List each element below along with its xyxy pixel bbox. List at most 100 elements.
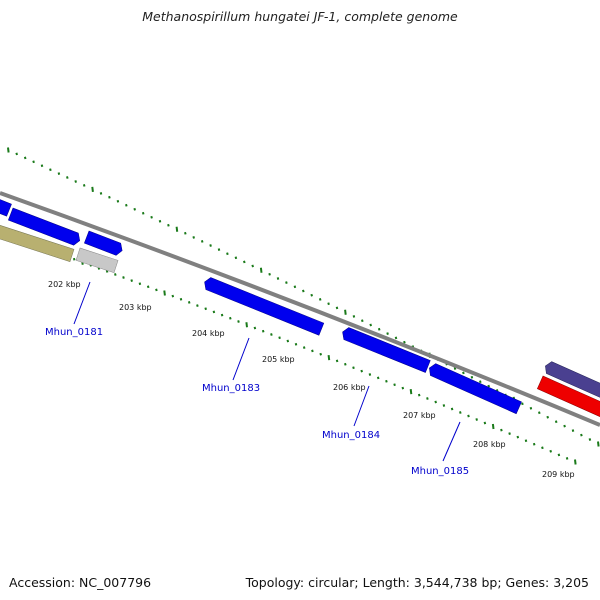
minor-tick xyxy=(541,446,544,450)
minor-tick xyxy=(369,323,372,327)
minor-tick xyxy=(49,168,52,172)
minor-tick xyxy=(403,340,406,344)
gene-label-mhun-0184[interactable]: Mhun_0184 xyxy=(322,430,380,441)
tick-label: 206 kbp xyxy=(333,383,366,392)
minor-tick xyxy=(234,256,238,260)
minor-tick xyxy=(516,435,520,439)
minor-tick xyxy=(532,442,536,446)
minor-tick xyxy=(130,279,133,282)
minor-tick xyxy=(99,192,103,195)
minor-tick xyxy=(335,359,339,363)
gene-mhun-0183[interactable] xyxy=(202,276,325,336)
major-tick xyxy=(91,186,94,193)
gene-feature[interactable] xyxy=(8,207,82,247)
major-tick xyxy=(259,267,263,273)
gene-leader-line xyxy=(232,337,250,381)
major-tick xyxy=(163,290,166,296)
minor-tick xyxy=(251,264,254,268)
minor-tick xyxy=(546,415,549,419)
minor-tick xyxy=(74,180,77,183)
tick-label: 204 kbp xyxy=(192,329,225,338)
minor-tick xyxy=(40,164,44,168)
minor-tick xyxy=(138,282,142,286)
minor-tick xyxy=(453,367,457,370)
gene-label-mhun-0185[interactable]: Mhun_0185 xyxy=(411,466,469,477)
minor-tick xyxy=(524,439,528,443)
minor-tick xyxy=(133,207,136,211)
minor-tick xyxy=(417,393,421,397)
minor-tick xyxy=(125,203,128,207)
tick-label: 209 kbp xyxy=(542,470,575,479)
gene-label-mhun-0183[interactable]: Mhun_0183 xyxy=(202,383,260,394)
minor-tick xyxy=(529,406,533,410)
minor-tick xyxy=(571,429,575,432)
minor-tick xyxy=(401,386,405,390)
gene-mhun-0184[interactable] xyxy=(340,326,431,373)
minor-tick xyxy=(368,373,372,376)
minor-tick xyxy=(580,433,583,437)
minor-tick xyxy=(434,400,437,404)
minor-tick xyxy=(318,298,322,301)
minor-tick xyxy=(557,453,561,457)
minor-tick xyxy=(393,383,396,387)
gene-mhun-0185[interactable] xyxy=(427,362,522,415)
minor-tick xyxy=(377,327,381,331)
minor-tick xyxy=(253,326,257,330)
minor-tick xyxy=(487,384,490,388)
minor-tick xyxy=(66,176,69,179)
minor-tick xyxy=(508,432,511,435)
minor-tick xyxy=(187,301,191,304)
gene-feature-partial[interactable] xyxy=(0,192,12,217)
tick-label: 207 kbp xyxy=(403,411,436,420)
minor-tick xyxy=(141,211,145,215)
olive-feature[interactable] xyxy=(0,223,75,263)
major-tick xyxy=(327,354,331,361)
gene-feature[interactable] xyxy=(84,230,124,257)
minor-tick xyxy=(15,152,18,156)
minor-tick xyxy=(32,160,35,164)
minor-tick xyxy=(549,449,552,453)
minor-tick xyxy=(361,319,364,323)
minor-tick xyxy=(310,293,313,297)
minor-tick xyxy=(376,376,380,380)
tick-label: 202 kbp xyxy=(48,280,81,289)
minor-tick xyxy=(462,371,465,375)
minor-tick xyxy=(450,407,454,411)
minor-tick xyxy=(116,199,120,203)
purple-feature[interactable] xyxy=(543,360,600,405)
minor-tick xyxy=(23,156,27,160)
gene-label-mhun-0181[interactable]: Mhun_0181 xyxy=(45,327,103,338)
minor-tick xyxy=(442,404,446,407)
outer-tick-track xyxy=(7,147,600,447)
accession-text: Accession: NC_007796 xyxy=(9,575,152,590)
minor-tick xyxy=(276,277,280,280)
minor-tick xyxy=(286,339,290,343)
major-tick xyxy=(7,147,10,153)
major-tick xyxy=(491,423,495,430)
minor-tick xyxy=(483,421,487,425)
minor-tick xyxy=(155,288,158,292)
minor-tick xyxy=(167,223,170,227)
minor-tick xyxy=(335,306,339,310)
minor-tick xyxy=(122,276,125,279)
minor-tick xyxy=(285,281,288,284)
minor-tick xyxy=(475,418,478,421)
minor-tick xyxy=(114,273,117,276)
minor-tick xyxy=(521,402,524,406)
tick-label: 203 kbp xyxy=(119,303,152,312)
grey-feature[interactable] xyxy=(75,247,119,274)
minor-tick xyxy=(352,366,355,370)
minor-tick xyxy=(270,333,273,336)
minor-tick xyxy=(386,332,389,335)
minor-tick xyxy=(500,428,503,432)
minor-tick xyxy=(243,260,246,264)
minor-tick xyxy=(261,329,265,333)
red-feature[interactable] xyxy=(536,375,600,422)
minor-tick xyxy=(467,414,470,418)
minor-tick xyxy=(293,285,297,289)
major-tick xyxy=(409,388,413,395)
minor-tick xyxy=(209,244,212,247)
major-tick xyxy=(245,322,248,328)
minor-tick xyxy=(426,397,429,400)
